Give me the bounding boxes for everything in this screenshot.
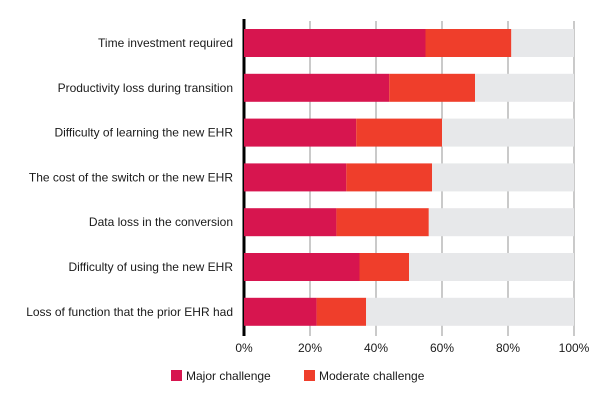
legend-swatch-moderate (304, 370, 315, 381)
bar-remainder-3 (442, 118, 574, 147)
category-label-7: Loss of function that the prior EHR had (26, 305, 233, 319)
bar-moderate-1 (425, 29, 512, 57)
category-label-3: Difficulty of learning the new EHR (54, 126, 233, 140)
bar-moderate-5 (336, 208, 429, 237)
category-label-2: Productivity loss during transition (58, 81, 233, 95)
bar-remainder-1 (511, 29, 574, 57)
bar-major-7 (244, 297, 317, 326)
bar-remainder-4 (432, 163, 574, 192)
legend-swatch-major (171, 370, 182, 381)
tick-label-20: 20% (298, 341, 322, 355)
bar-remainder-5 (428, 208, 574, 237)
bar-major-4 (244, 163, 347, 192)
tick-label-40: 40% (364, 341, 388, 355)
legend-label-major: Major challenge (186, 369, 271, 383)
category-label-1: Time investment required (98, 36, 233, 50)
legend-label-moderate: Moderate challenge (319, 369, 425, 383)
tick-label-0: 0% (235, 341, 253, 355)
tick-label-100: 100% (559, 341, 590, 355)
bar-remainder-7 (366, 297, 574, 326)
category-labels: Time investment required Productivity los… (26, 36, 233, 319)
bar-moderate-6 (359, 253, 409, 281)
tick-label-80: 80% (496, 341, 520, 355)
bar-moderate-4 (346, 163, 433, 192)
category-label-6: Difficulty of using the new EHR (68, 260, 233, 274)
bar-moderate-2 (389, 73, 475, 102)
legend: Major challenge Moderate challenge (171, 369, 425, 383)
bars (244, 29, 574, 326)
bar-major-3 (244, 118, 357, 147)
bar-moderate-7 (316, 297, 367, 326)
category-label-4: The cost of the switch or the new EHR (29, 170, 233, 184)
bar-major-6 (244, 253, 360, 281)
bar-major-1 (244, 29, 426, 57)
bar-moderate-3 (356, 118, 442, 147)
category-label-5: Data loss in the conversion (89, 215, 233, 229)
bar-major-2 (244, 73, 390, 102)
bar-major-5 (244, 208, 337, 237)
bar-remainder-2 (475, 73, 574, 102)
bar-remainder-6 (409, 253, 574, 281)
x-axis-ticks: 0% 20% 40% 60% 80% 100% (235, 341, 589, 355)
tick-label-60: 60% (430, 341, 454, 355)
